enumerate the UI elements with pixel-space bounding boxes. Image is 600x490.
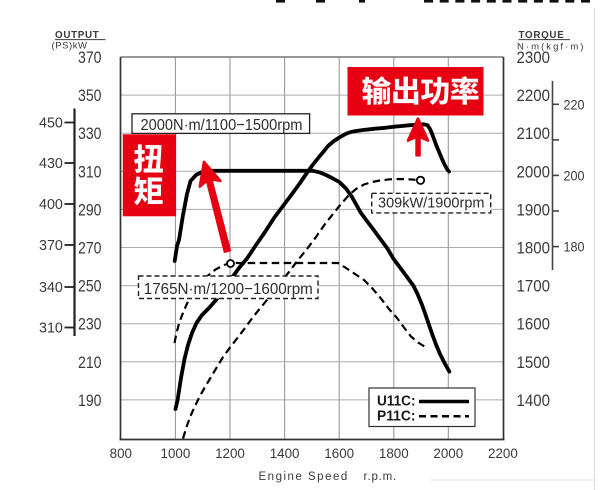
svg-text:210: 210 [78,353,102,372]
svg-text:2100: 2100 [517,124,551,143]
svg-text:2000: 2000 [433,446,463,461]
svg-text:1500: 1500 [517,353,551,372]
svg-text:Engine Speed: Engine Speed [259,471,349,483]
svg-text:2200: 2200 [517,86,551,105]
svg-text:1600: 1600 [517,315,551,334]
svg-text:U11C:: U11C: [377,394,416,410]
svg-text:2000N·m/1100−1500rpm: 2000N·m/1100−1500rpm [141,117,303,134]
svg-text:1700: 1700 [517,277,551,296]
svg-text:2200: 2200 [488,446,518,461]
svg-text:P11C:: P11C: [377,409,416,425]
svg-text:1600: 1600 [324,446,354,461]
svg-text:340: 340 [39,280,63,296]
svg-text:1200: 1200 [215,446,245,461]
svg-text:430: 430 [39,156,63,172]
svg-text:1000: 1000 [161,446,191,461]
svg-text:800: 800 [110,446,132,461]
svg-text:(PS)kW: (PS)kW [52,41,88,52]
svg-text:1400: 1400 [270,446,300,461]
svg-text:1765N·m/1200−1600rpm: 1765N·m/1200−1600rpm [144,281,313,298]
svg-text:200: 200 [564,167,585,183]
svg-text:350: 350 [78,86,102,105]
svg-text:309kW/1900rpm: 309kW/1900rpm [378,195,485,212]
svg-text:180: 180 [564,239,585,255]
svg-text:r.p.m.: r.p.m. [364,471,398,483]
svg-text:370: 370 [78,48,102,67]
svg-text:310: 310 [39,321,63,337]
svg-text:230: 230 [78,315,102,334]
svg-text:190: 190 [78,391,102,410]
svg-text:290: 290 [78,200,102,219]
svg-text:220: 220 [564,96,585,112]
svg-text:310: 310 [78,162,102,181]
svg-text:330: 330 [78,124,102,143]
svg-text:400: 400 [39,197,63,213]
svg-text:1800: 1800 [517,239,551,258]
svg-text:2000: 2000 [517,162,551,181]
svg-text:270: 270 [78,239,102,258]
svg-text:250: 250 [78,277,102,296]
svg-text:1900: 1900 [517,200,551,219]
svg-text:TORQUE: TORQUE [519,30,565,41]
svg-text:1800: 1800 [379,446,409,461]
svg-text:OUTPUT: OUTPUT [55,30,99,41]
svg-text:1400: 1400 [517,391,551,410]
svg-text:N·m(kgf·m): N·m(kgf·m) [517,41,586,52]
svg-text:2300: 2300 [517,48,551,67]
svg-text:370: 370 [39,238,63,254]
svg-text:450: 450 [39,116,63,132]
